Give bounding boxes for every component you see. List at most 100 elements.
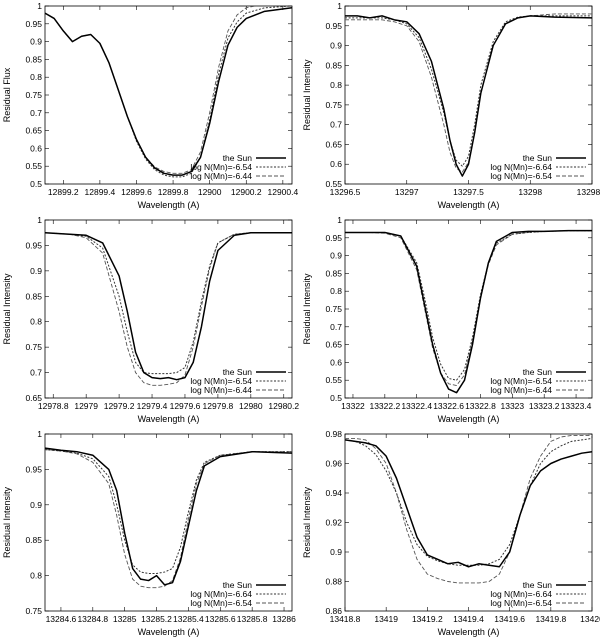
chart-panel-3: 12978.8 12979 12979.2 12979.4 12979.6 12979.8… bbox=[2, 215, 299, 424]
panel-5-x-tick-label: 13285 bbox=[113, 614, 137, 624]
panel-2-y-axis-label: Residual Intensity bbox=[302, 59, 312, 131]
panel-2-y-tick-label: 0.75 bbox=[325, 100, 342, 110]
panel-1-x-axis-label: Wavelength (A) bbox=[138, 200, 200, 210]
panel-3-x-tick-label: 12979.8 bbox=[203, 401, 234, 411]
panel-4-y-tick-label: 0.7 bbox=[330, 322, 342, 332]
panel-5-x-axis-label: Wavelength (A) bbox=[138, 627, 200, 637]
panel-4-x-tick-label: 13322 bbox=[341, 401, 365, 411]
panel-3-y-tick-label: 0.9 bbox=[30, 266, 42, 276]
panel-5-y-tick-label: 0.9 bbox=[30, 500, 42, 510]
panel-1-series-2-line bbox=[45, 6, 292, 178]
panel-1-series-3-line bbox=[45, 6, 258, 174]
panel-1-y-tick-label: 0.8 bbox=[30, 72, 42, 82]
panel-2-y-tick-label: 0.9 bbox=[330, 41, 342, 51]
panel-6-y-axis-label: Residual Intensity bbox=[302, 486, 312, 558]
panel-5-x-tick-label: 13284.6 bbox=[46, 614, 77, 624]
panel-6-x-axis-label: Wavelength (A) bbox=[438, 627, 500, 637]
panel-2-y-tick-label: 0.85 bbox=[325, 60, 342, 70]
panel-4-series-1-line bbox=[345, 229, 592, 394]
panel-1-y-tick-label: 0.9 bbox=[30, 37, 42, 47]
panel-4-x-tick-label: 13322.4 bbox=[401, 401, 432, 411]
chart-panel-4: 13322 13322.2 13322.4 13322.6 13322.8 13323 13… bbox=[302, 215, 593, 424]
panel-2-x-tick-label: 13298.5 bbox=[577, 187, 600, 197]
panel-3-y-tick-label: 1 bbox=[37, 215, 42, 225]
panel-2-x-tick-label: 13297 bbox=[395, 187, 419, 197]
panel-4-x-tick-label: 13322.2 bbox=[369, 401, 400, 411]
panel-1-x-tick-label: 12899.6 bbox=[121, 187, 152, 197]
panel-1-legend-label: the Sun bbox=[223, 153, 253, 163]
panel-1-y-axis-label: Residual Flux bbox=[2, 67, 12, 122]
panel-4-plot-frame bbox=[344, 219, 593, 399]
panel-6-y-tick-label: 0.96 bbox=[325, 459, 342, 469]
panel-6-series-3-line bbox=[345, 435, 592, 584]
panel-1-legend-label: log N(Mn)=-6.44 bbox=[190, 171, 252, 181]
panel-6-series-2-line bbox=[345, 437, 592, 566]
panel-5-y-axis-label: Residual Intensity bbox=[2, 486, 12, 558]
panel-1-y-tick-label: 0.75 bbox=[25, 90, 42, 100]
chart-panel-1: 12899.2 12899.4 12899.6 12899.8 12900 12900.2… bbox=[2, 1, 298, 210]
panel-5-x-tick-label: 13284.8 bbox=[77, 614, 108, 624]
panel-2-y-tick-label: 1 bbox=[337, 1, 342, 11]
panel-3-plot-frame bbox=[44, 219, 293, 399]
panel-3-x-tick-label: 12979 bbox=[74, 401, 98, 411]
panel-4-x-tick-label: 13322.8 bbox=[465, 401, 496, 411]
panel-3-legend-label: log N(Mn)=-6.44 bbox=[190, 385, 252, 395]
panel-1-x-tick-label: 12900.2 bbox=[231, 187, 262, 197]
panel-4-legend-label: log N(Mn)=-6.44 bbox=[490, 385, 552, 395]
panel-6-legend-label: the Sun bbox=[523, 580, 553, 590]
panel-4-x-tick-label: 13323 bbox=[501, 401, 525, 411]
panel-1-y-tick-label: 0.55 bbox=[25, 161, 42, 171]
panel-5-x-tick-label: 13286 bbox=[272, 614, 296, 624]
panel-4-y-tick-label: 0.6 bbox=[330, 357, 342, 367]
panel-3-y-tick-label: 0.8 bbox=[30, 317, 42, 327]
panel-4-x-tick-label: 13323.4 bbox=[561, 401, 592, 411]
panel-1-y-tick-label: 0.7 bbox=[30, 108, 42, 118]
panel-4-y-tick-label: 0.85 bbox=[325, 268, 342, 278]
panel-5-y-tick-label: 0.85 bbox=[25, 535, 42, 545]
panel-2-x-tick-label: 13298 bbox=[518, 187, 542, 197]
panel-5-series-3-line bbox=[45, 449, 292, 589]
panel-1-y-tick-label: 0.65 bbox=[25, 126, 42, 136]
panel-2-series-2-line bbox=[345, 15, 592, 167]
panel-1-y-tick-label: 0.5 bbox=[30, 179, 42, 189]
panel-6-y-tick-label: 0.86 bbox=[325, 606, 342, 616]
panel-2-legend-label: log N(Mn)=-6.54 bbox=[490, 171, 552, 181]
panel-1-x-tick-label: 12900.4 bbox=[267, 187, 298, 197]
panel-2-y-tick-label: 0.55 bbox=[325, 179, 342, 189]
panel-6-y-tick-label: 0.98 bbox=[325, 429, 342, 439]
panel-2-y-tick-label: 0.6 bbox=[330, 159, 342, 169]
panel-6-series-1-line bbox=[345, 439, 592, 568]
panel-5-y-tick-label: 0.95 bbox=[25, 464, 42, 474]
panel-3-series-2-line bbox=[45, 232, 292, 375]
panel-4-series-2-line bbox=[345, 230, 592, 381]
panel-3-y-tick-label: 0.7 bbox=[30, 368, 42, 378]
panel-3-y-axis-label: Residual Intensity bbox=[2, 273, 12, 345]
panel-5-x-tick-label: 13285.4 bbox=[173, 614, 204, 624]
panel-2-y-tick-label: 0.65 bbox=[325, 139, 342, 149]
panel-4-y-tick-label: 0.8 bbox=[330, 286, 342, 296]
panel-4-legend-label: log N(Mn)=-6.54 bbox=[490, 376, 552, 386]
panel-1-series-1-line bbox=[45, 7, 292, 176]
panel-5-legend-label: log N(Mn)=-6.54 bbox=[190, 598, 252, 608]
panel-5-x-tick-label: 13285.8 bbox=[237, 614, 268, 624]
panel-1-y-tick-label: 0.95 bbox=[25, 19, 42, 29]
panel-5-plot-frame bbox=[44, 433, 293, 612]
panel-3-series-3-line bbox=[45, 232, 292, 386]
chart-panel-5: 13284.6 13284.8 13285 13285.2 13285.4 13285.6… bbox=[2, 429, 296, 637]
panel-4-y-tick-label: 1 bbox=[337, 215, 342, 225]
panel-2-series-1-line bbox=[345, 15, 592, 177]
panel-2-y-tick-label: 0.7 bbox=[330, 120, 342, 130]
panel-4-y-tick-label: 0.55 bbox=[325, 375, 342, 385]
panel-6-legend-label: log N(Mn)=-6.54 bbox=[490, 598, 552, 608]
panel-6-x-tick-label: 13419 bbox=[374, 614, 398, 624]
panel-6-y-tick-label: 0.94 bbox=[325, 488, 342, 498]
panel-3-series-1-line bbox=[45, 231, 292, 381]
panel-2-x-tick-label: 13297.5 bbox=[453, 187, 484, 197]
panel-6-x-tick-label: 13419.6 bbox=[494, 614, 525, 624]
panel-5-legend-label: log N(Mn)=-6.64 bbox=[190, 589, 252, 599]
panel-2-y-tick-label: 0.95 bbox=[325, 21, 342, 31]
panel-1-legend-label: log N(Mn)=-6.54 bbox=[190, 162, 252, 172]
panel-2-plot-frame bbox=[344, 5, 593, 185]
